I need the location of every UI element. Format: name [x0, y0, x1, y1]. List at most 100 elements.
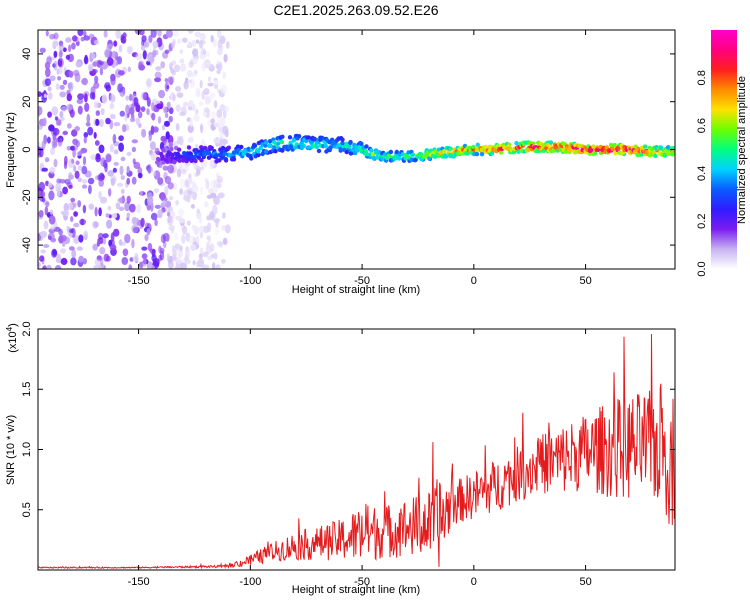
noise-blob: [63, 202, 69, 212]
noise-blob: [174, 64, 181, 73]
noise-blob: [101, 94, 108, 104]
noise-blob: [109, 244, 117, 251]
noise-blob: [72, 35, 78, 42]
noise-blob: [150, 125, 155, 135]
noise-blob: [162, 106, 168, 114]
noise-blob: [71, 249, 77, 259]
noise-blob: [67, 202, 74, 211]
y-tick-label: 0: [21, 146, 33, 152]
noise-blob: [85, 121, 91, 127]
noise-blob: [116, 182, 124, 187]
x-tick-label: -50: [354, 576, 370, 588]
noise-blob: [213, 195, 220, 205]
ridge-point: [662, 152, 668, 157]
noise-blob: [205, 179, 210, 190]
ridge-point: [425, 152, 430, 157]
noise-blob: [113, 149, 119, 155]
noise-blob: [148, 35, 153, 43]
noise-blob: [204, 95, 211, 105]
noise-blob: [81, 77, 89, 86]
noise-blob: [94, 258, 101, 266]
noise-blob: [106, 57, 114, 66]
noise-blob: [75, 61, 82, 68]
ridge-point: [226, 145, 231, 150]
noise-blob: [48, 235, 52, 240]
noise-blob: [169, 196, 174, 201]
noise-blob: [141, 128, 147, 138]
ridge-point: [386, 153, 392, 159]
noise-blob: [174, 264, 181, 269]
noise-blob: [138, 261, 144, 269]
ridge-point: [330, 140, 335, 146]
noise-blob: [48, 124, 55, 132]
noise-blob: [202, 111, 207, 117]
noise-blob: [109, 93, 116, 103]
noise-blob: [203, 201, 209, 208]
noise-blob: [213, 122, 220, 128]
ridge-point: [659, 145, 664, 150]
ridge-point: [187, 151, 193, 156]
ridge-point: [338, 147, 343, 152]
noise-blob: [92, 69, 98, 74]
noise-blob: [199, 80, 203, 89]
noise-blob: [92, 243, 98, 251]
spectrogram-y-label: Frequency (Hz): [5, 112, 17, 188]
noise-blob: [158, 254, 162, 262]
ridge-point: [161, 148, 166, 153]
noise-blob: [181, 234, 186, 244]
noise-blob: [175, 85, 182, 92]
snr-marks: [38, 333, 675, 570]
ridge-point: [219, 149, 224, 154]
ridge-point: [280, 134, 285, 139]
noise-blob: [82, 204, 87, 214]
ridge-point: [396, 156, 402, 161]
noise-blob: [199, 247, 204, 253]
noise-blob: [152, 258, 160, 267]
noise-blob: [113, 122, 121, 127]
noise-blob: [51, 106, 59, 116]
noise-blob: [192, 190, 198, 201]
noise-blob: [167, 211, 171, 217]
noise-blob: [99, 67, 103, 76]
noise-blob: [205, 50, 210, 57]
ridge-point: [336, 143, 342, 148]
noise-blob: [194, 172, 199, 177]
noise-blob: [131, 176, 137, 185]
noise-blob: [177, 250, 183, 258]
noise-blob: [100, 196, 108, 204]
noise-blob: [199, 217, 203, 224]
noise-blob: [138, 64, 146, 71]
noise-blob: [202, 251, 209, 258]
noise-blob: [98, 207, 102, 217]
noise-blob: [212, 38, 217, 47]
noise-blob: [118, 142, 124, 152]
noise-blob: [216, 30, 222, 39]
noise-blob: [102, 236, 107, 245]
ridge-point: [548, 140, 554, 145]
noise-blob: [187, 124, 194, 133]
ridge-point: [359, 141, 364, 146]
noise-blob: [164, 120, 170, 127]
ridge-point: [613, 151, 618, 156]
noise-blob: [76, 98, 84, 104]
noise-blob: [115, 30, 121, 39]
noise-blob: [212, 262, 216, 269]
noise-blob: [77, 105, 83, 115]
noise-blob: [83, 132, 89, 138]
noise-blob: [95, 118, 100, 126]
ridge-point: [340, 137, 345, 142]
noise-blob: [213, 79, 219, 85]
noise-blob: [173, 30, 179, 38]
ridge-point: [527, 140, 533, 146]
noise-blob: [59, 179, 66, 184]
noise-blob: [82, 184, 87, 189]
noise-blob: [210, 111, 217, 119]
noise-blob: [53, 140, 58, 149]
noise-blob: [95, 110, 101, 116]
noise-blob: [91, 53, 96, 60]
noise-blob: [176, 257, 182, 264]
noise-blob: [39, 255, 45, 262]
noise-blob: [198, 101, 204, 106]
ridge-point: [189, 154, 195, 159]
noise-blob: [120, 156, 126, 162]
